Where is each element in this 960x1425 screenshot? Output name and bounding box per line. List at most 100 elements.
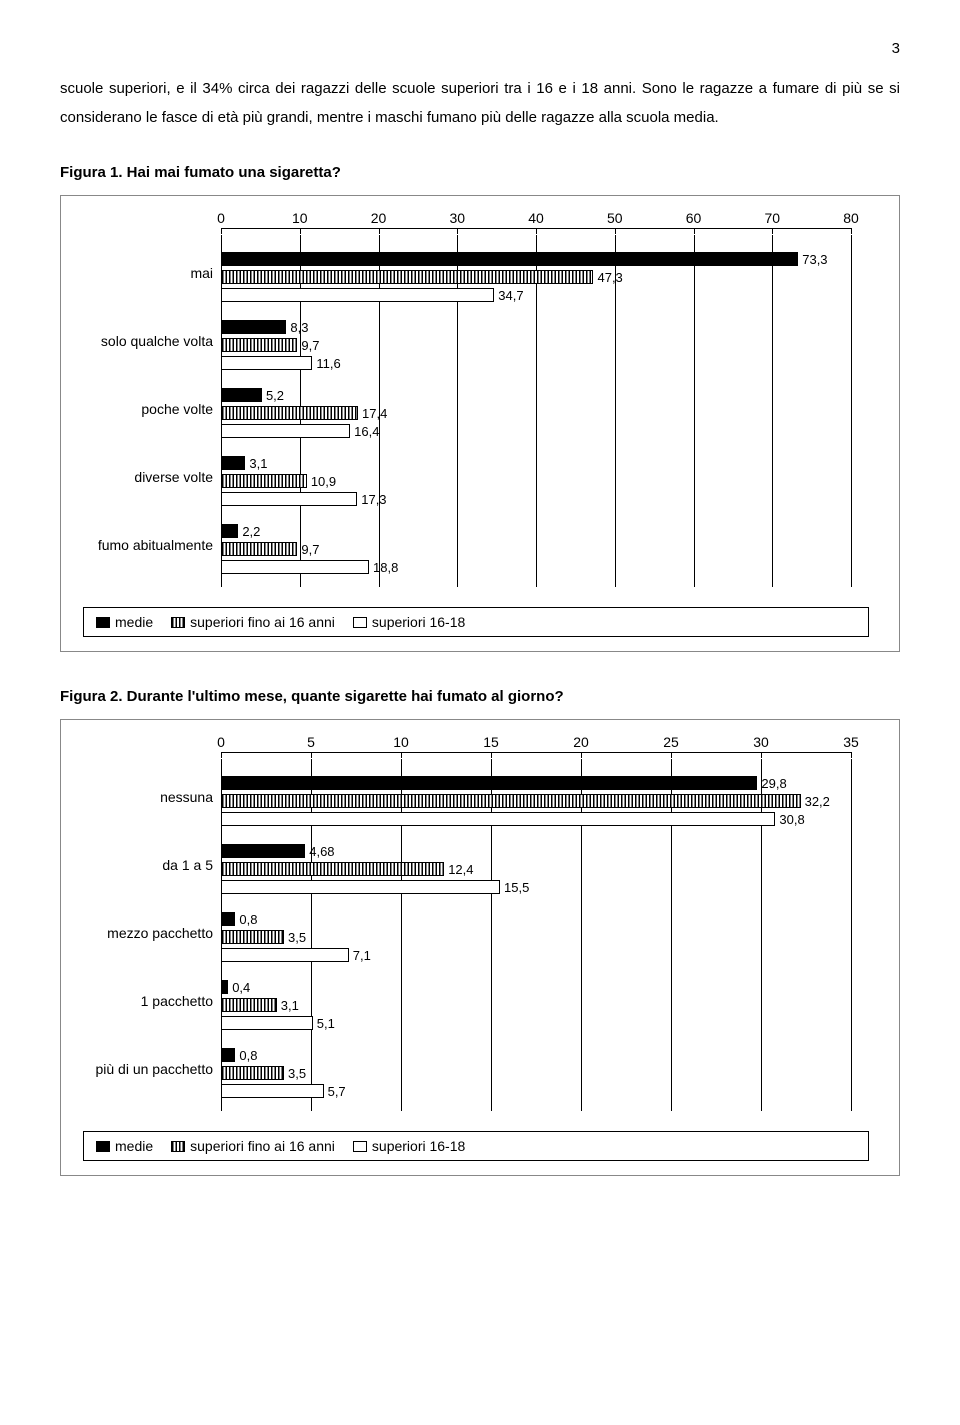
bar-value-label: 15,5: [504, 880, 529, 895]
bar-value-label: 9,7: [301, 338, 319, 353]
bar-value-label: 11,6: [316, 356, 340, 371]
bar: [221, 1066, 284, 1080]
bar: [221, 542, 297, 556]
category-label: fumo abitualmente: [71, 537, 213, 553]
bar: [221, 492, 357, 506]
bar: [221, 338, 297, 352]
bar-row: 17,3: [71, 491, 881, 507]
figure-2-title: Figura 2. Durante l'ultimo mese, quante …: [60, 688, 900, 705]
bar-value-label: 17,4: [362, 406, 387, 421]
bar: [221, 862, 444, 876]
bar: [221, 406, 358, 420]
x-axis-labels: 05101520253035: [221, 734, 851, 752]
bar: [221, 424, 350, 438]
x-axis-line: [221, 752, 851, 759]
bar: [221, 524, 238, 538]
bar: [221, 474, 307, 488]
legend-swatch: [171, 617, 185, 628]
legend-label: medie: [115, 614, 153, 630]
body-paragraph: scuole superiori, e il 34% circa dei rag…: [60, 75, 900, 132]
category-group: fumo abitualmente2,29,718,8: [71, 523, 881, 575]
bar: [221, 912, 235, 926]
bar-value-label: 47,3: [597, 270, 622, 285]
x-axis-line: [221, 228, 851, 235]
chart-legend: medie superiori fino ai 16 anni superiori …: [83, 607, 869, 637]
bar-row: 5,7: [71, 1083, 881, 1099]
category-group: 1 pacchetto0,43,15,1: [71, 979, 881, 1031]
bar: [221, 320, 286, 334]
category-label: solo qualche volta: [71, 333, 213, 349]
legend-label: superiori fino ai 16 anni: [190, 614, 335, 630]
bars-area: nessuna29,832,230,8da 1 a 54,6812,415,5m…: [71, 759, 881, 1111]
bar: [221, 776, 757, 790]
bar-row: 18,8: [71, 559, 881, 575]
bar-value-label: 0,8: [239, 1048, 257, 1063]
bar-value-label: 16,4: [354, 424, 379, 439]
bar: [221, 1048, 235, 1062]
bar: [221, 356, 312, 370]
legend-item: superiori fino ai 16 anni: [171, 1138, 335, 1154]
chart-inner: 05101520253035 nessuna 29,8 32,230,8 da 1 a …: [71, 734, 881, 1161]
bar-value-label: 7,1: [353, 948, 371, 963]
bar-row: 11,6: [71, 355, 881, 371]
bar-value-label: 0,8: [239, 912, 257, 927]
bar-value-label: 0,4: [232, 980, 250, 995]
bar-value-label: 12,4: [448, 862, 473, 877]
bar-value-label: 3,5: [288, 930, 306, 945]
legend-item: superiori fino ai 16 anni: [171, 614, 335, 630]
bar-value-label: 29,8: [761, 776, 786, 791]
chart-inner: 01020304050607080mai73,347,334,7solo qua…: [71, 210, 881, 637]
chart-legend: medie superiori fino ai 16 anni superiori …: [83, 1131, 869, 1161]
bar: [221, 1084, 324, 1098]
bar: [221, 998, 277, 1012]
bar-value-label: 3,1: [249, 456, 267, 471]
page-number: 3: [60, 40, 900, 57]
category-label: nessuna: [71, 789, 213, 805]
bar-value-label: 2,2: [242, 524, 260, 539]
legend-label: medie: [115, 1138, 153, 1154]
bar-row: 34,7: [71, 287, 881, 303]
bar-row: 16,4: [71, 423, 881, 439]
bar: [221, 880, 500, 894]
category-group: mezzo pacchetto 0,8 3,5 7,1: [71, 911, 881, 963]
legend-swatch: [353, 1141, 367, 1152]
bars-area: mai73,347,334,7solo qualche volta8,39,71…: [71, 235, 881, 587]
bar-value-label: 3,5: [288, 1066, 306, 1081]
bar: [221, 252, 798, 266]
bar-value-label: 5,2: [266, 388, 284, 403]
legend-item: superiori 16-18: [353, 614, 465, 630]
bar-value-label: 73,3: [802, 252, 827, 267]
bar-row: 30,8: [71, 811, 881, 827]
legend-label: superiori 16-18: [372, 614, 465, 630]
legend-swatch: [96, 617, 110, 628]
bar-value-label: 32,2: [805, 794, 830, 809]
bar: [221, 388, 262, 402]
bar-value-label: 3,1: [281, 998, 299, 1013]
category-label: mezzo pacchetto: [71, 925, 213, 941]
bar-value-label: 34,7: [498, 288, 523, 303]
category-group: più di un pacchetto 0,8 3,5 5,7: [71, 1047, 881, 1099]
legend-item: superiori 16-18: [353, 1138, 465, 1154]
bar-value-label: 17,3: [361, 492, 386, 507]
bar-row: 5,1: [71, 1015, 881, 1031]
bar: [221, 812, 775, 826]
legend-swatch: [96, 1141, 110, 1152]
category-label: da 1 a 5: [71, 857, 213, 873]
category-group: diverse volte3,110,917,3: [71, 455, 881, 507]
bar-value-label: 5,7: [328, 1084, 346, 1099]
bar: [221, 844, 305, 858]
bar-value-label: 30,8: [779, 812, 804, 827]
bar-value-label: 18,8: [373, 560, 398, 575]
category-group: solo qualche volta8,39,711,6: [71, 319, 881, 371]
legend-swatch: [171, 1141, 185, 1152]
bar: [221, 794, 801, 808]
bar-value-label: 10,9: [311, 474, 336, 489]
bar: [221, 270, 593, 284]
bar-value-label: 5,1: [317, 1016, 335, 1031]
legend-label: superiori fino ai 16 anni: [190, 1138, 335, 1154]
category-label: più di un pacchetto: [71, 1061, 213, 1077]
figure-1-chart: 01020304050607080mai73,347,334,7solo qua…: [60, 195, 900, 652]
bar: [221, 456, 245, 470]
bar-row: 7,1: [71, 947, 881, 963]
bar: [221, 288, 494, 302]
